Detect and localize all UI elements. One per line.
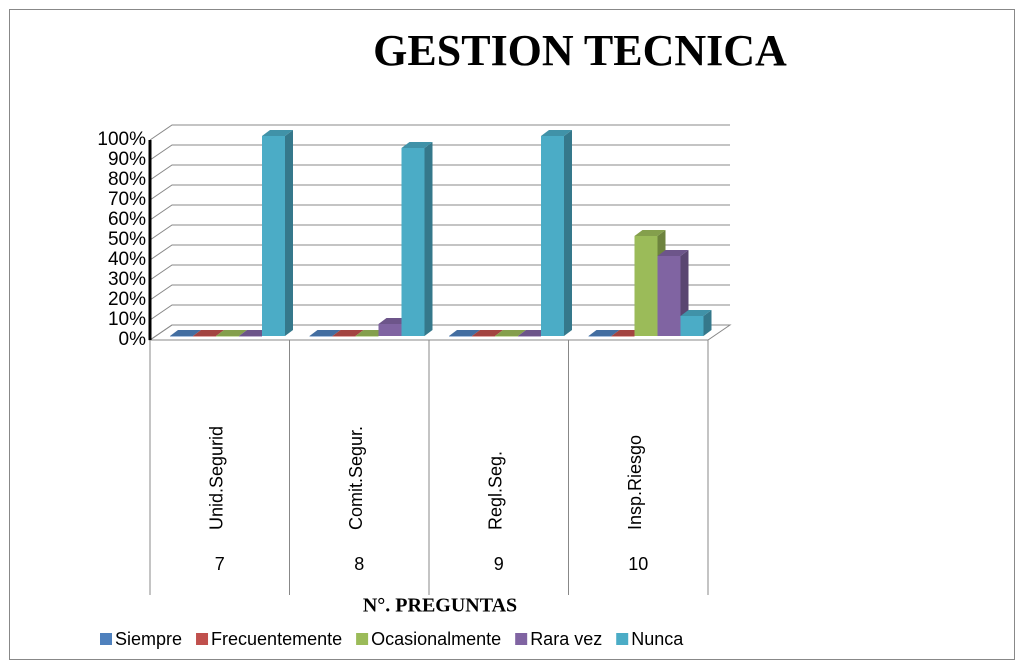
bar-top [193,330,224,336]
bar-side [564,130,572,336]
bar-front [634,236,658,336]
bar [472,330,503,337]
bar-front [378,324,402,336]
bar [309,330,341,337]
bar-top [332,330,364,336]
bar-front [611,336,635,337]
bar-front [332,336,356,337]
bar-top [401,142,433,148]
category-number: 9 [494,554,504,574]
bar-top [680,310,712,316]
bar-top [495,330,526,336]
bar [193,330,224,337]
x-tick-label: Regl.Seg. [486,451,506,530]
legend-label: Siempre [115,629,182,649]
category-number: 8 [354,554,364,574]
bar-front [262,136,285,336]
x-tick-label: Unid.Segurid [207,426,227,530]
bar-top [309,330,341,336]
bar-top [170,330,201,336]
bar-side [285,130,293,336]
bar [588,330,620,337]
bar [495,330,526,337]
y-tick-label: 70% [108,189,146,210]
legend-swatch [100,633,112,645]
bar [680,310,712,336]
x-tick-label: Insp.Riesgo [625,435,645,530]
y-tick-label: 20% [108,289,146,310]
bar-top [634,230,666,236]
bar [449,330,480,337]
bar-front [657,256,681,336]
y-tick-label: 50% [108,229,146,250]
bar [401,142,433,336]
bar-front [239,336,262,337]
bar [216,330,247,337]
bar-front [401,148,425,336]
y-tick-label: 100% [97,129,146,150]
bar-front [309,336,333,337]
legend-swatch [356,633,369,645]
bar-front [680,316,704,336]
bar-top [449,330,480,336]
bar-top [216,330,247,336]
y-tick-label: 0% [119,329,147,350]
bar [262,130,293,336]
bar-front [355,336,379,337]
bar-top [541,130,572,136]
y-tick-label: 60% [108,209,146,230]
x-tick-label: Comit.Segur. [346,426,366,530]
category-number: 10 [628,554,648,574]
chart-title: GESTION TECNICA [373,26,787,75]
legend-label: Nunca [631,629,684,649]
bar-front [518,336,541,337]
bar-front [588,336,612,337]
bar-top [472,330,503,336]
bar-front [216,336,239,337]
bar-front [449,336,472,337]
bar-front [541,136,564,336]
bar-front [495,336,518,337]
grid-line [149,124,730,141]
y-tick-label: 30% [108,269,146,290]
bar-side [424,142,433,336]
bar-front [193,336,216,337]
bar-front [472,336,495,337]
legend-swatch [196,633,209,645]
legend-label: Rara vez [530,629,602,649]
bar-top [262,130,293,136]
bar-front [170,336,193,337]
bar-top [657,250,689,256]
legend-swatch [515,633,528,645]
y-tick-label: 90% [108,149,146,170]
x-axis-title: N°. PREGUNTAS [363,595,517,617]
legend-label: Ocasionalmente [371,629,501,649]
bar [332,330,364,337]
y-tick-label: 80% [108,169,146,190]
legend-label: Frecuentemente [211,629,342,649]
legend-swatch [616,633,629,645]
y-tick-label: 40% [108,249,146,270]
bar [170,330,201,337]
bar [541,130,572,336]
category-number: 7 [215,554,225,574]
bar-top [588,330,620,336]
y-tick-label: 10% [108,309,146,330]
bar-side [703,310,712,336]
